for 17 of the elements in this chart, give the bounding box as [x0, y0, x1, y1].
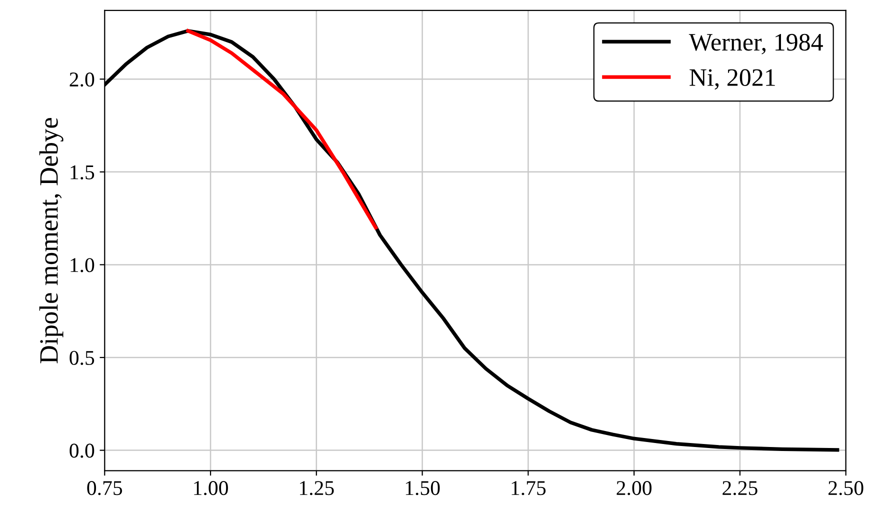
x-tick-label: 1.25	[300, 481, 334, 496]
y-tick-label: 2.0	[70, 72, 94, 87]
x-tick-label: 1.00	[194, 481, 228, 496]
legend-label: Ni, 2021	[690, 69, 775, 90]
x-tick-label: 0.75	[87, 481, 122, 496]
x-tick-label: 2.00	[616, 481, 652, 496]
x-tick-label: 2.25	[722, 481, 758, 496]
y-tick-label: 1.5	[70, 165, 94, 180]
line-series	[186, 29, 378, 230]
x-tick-label: 2.50	[828, 481, 864, 496]
y-axis-title: Dipole moment, Debye	[39, 118, 64, 364]
y-tick-label: 0.5	[70, 350, 94, 366]
y-tick-label: 1.0	[70, 258, 94, 272]
legend-label: Werner, 1984	[688, 34, 823, 54]
x-tick-label: 1.50	[406, 481, 440, 496]
y-tick-label: 0.0	[70, 444, 94, 458]
x-tick-label: 1.75	[512, 481, 546, 496]
